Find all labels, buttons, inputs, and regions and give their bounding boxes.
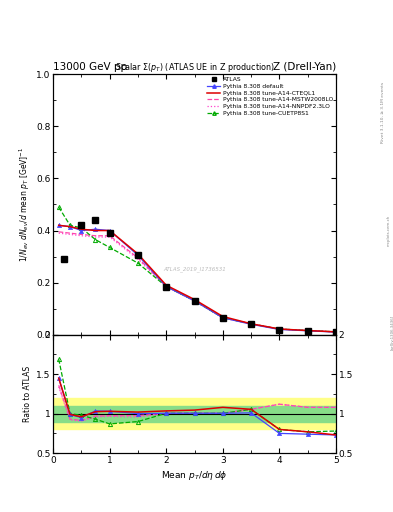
Text: mcplots.cern.ch: mcplots.cern.ch — [387, 215, 391, 246]
Title: Scalar $\Sigma(p_T)$ (ATLAS UE in Z production): Scalar $\Sigma(p_T)$ (ATLAS UE in Z prod… — [115, 61, 274, 74]
Text: Rivet 3.1.10, ≥ 3.1M events: Rivet 3.1.10, ≥ 3.1M events — [381, 82, 385, 143]
Legend: ATLAS, Pythia 8.308 default, Pythia 8.308 tune-A14-CTEQL1, Pythia 8.308 tune-A14: ATLAS, Pythia 8.308 default, Pythia 8.30… — [206, 76, 334, 117]
Text: 13000 GeV pp: 13000 GeV pp — [53, 61, 127, 72]
X-axis label: Mean $p_T/d\eta\,d\phi$: Mean $p_T/d\eta\,d\phi$ — [161, 469, 228, 482]
Text: [arXiv:1306.3436]: [arXiv:1306.3436] — [390, 315, 393, 350]
Y-axis label: $1/N_{ev}$ $dN_{ev}/d$ mean $p_T$ [GeV]$^{-1}$: $1/N_{ev}$ $dN_{ev}/d$ mean $p_T$ [GeV]$… — [17, 147, 32, 262]
Text: Z (Drell-Yan): Z (Drell-Yan) — [273, 61, 336, 72]
Y-axis label: Ratio to ATLAS: Ratio to ATLAS — [23, 366, 32, 422]
Text: ATLAS_2019_I1736531: ATLAS_2019_I1736531 — [163, 267, 226, 272]
